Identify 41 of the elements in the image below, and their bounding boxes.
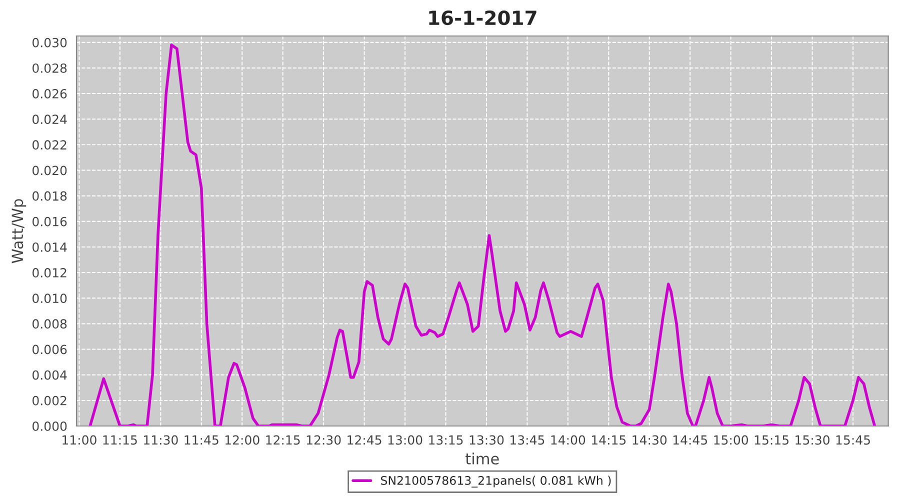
y-tick-label: 0.020: [32, 166, 67, 176]
y-tick-label: 0.006: [32, 344, 67, 354]
x-tick-label: 15:15: [754, 435, 788, 445]
x-tick-label: 11:30: [144, 435, 178, 445]
x-tick-label: 12:00: [225, 435, 260, 445]
x-tick-label: 11:15: [103, 435, 137, 445]
x-tick-label: 13:00: [388, 435, 422, 445]
y-tick-label: 0.028: [32, 63, 67, 73]
y-tick-label: 0.000: [32, 421, 67, 431]
legend-label: SN2100578613_21panels( 0.081 kWh ): [380, 476, 611, 488]
x-tick-label: 15:45: [836, 435, 870, 445]
x-tick-label: 11:45: [184, 435, 218, 445]
x-tick-label: 14:45: [673, 435, 708, 445]
x-tick-label: 12:15: [266, 435, 300, 445]
y-tick-label: 0.022: [32, 140, 66, 150]
chart-title: 16-1-2017: [429, 10, 536, 26]
y-tick-label: 0.010: [32, 294, 67, 304]
x-tick-label: 12:30: [306, 435, 341, 445]
y-tick-label: 0.008: [32, 319, 67, 329]
y-tick-label: 0.026: [32, 89, 67, 98]
y-tick-label: 0.014: [32, 242, 67, 252]
x-tick-label: 14:00: [551, 435, 586, 445]
x-tick-label: 15:30: [796, 435, 830, 445]
y-tick-label: 0.030: [32, 38, 67, 48]
x-axis-title: time: [466, 452, 499, 465]
x-tick-label: 14:30: [632, 435, 667, 445]
y-tick-label: 0.012: [32, 268, 66, 278]
y-axis-title: Watt/Wp: [12, 199, 26, 264]
x-tick-label: 15:00: [714, 435, 748, 445]
y-tick-label: 0.004: [32, 370, 67, 380]
x-tick-label: 13:45: [510, 435, 544, 445]
y-tick-label: 0.024: [32, 114, 67, 124]
x-tick-label: 14:15: [592, 435, 626, 445]
x-tick-label: 11:00: [62, 435, 96, 445]
line-series: [88, 44, 876, 426]
x-tick-label: 12:45: [348, 435, 382, 445]
y-tick-label: 0.002: [32, 396, 66, 406]
y-tick-label: 0.018: [32, 191, 67, 201]
y-tick-label: 0.016: [32, 216, 67, 226]
x-tick-label: 13:30: [470, 435, 504, 445]
x-tick-label: 13:15: [429, 435, 463, 445]
